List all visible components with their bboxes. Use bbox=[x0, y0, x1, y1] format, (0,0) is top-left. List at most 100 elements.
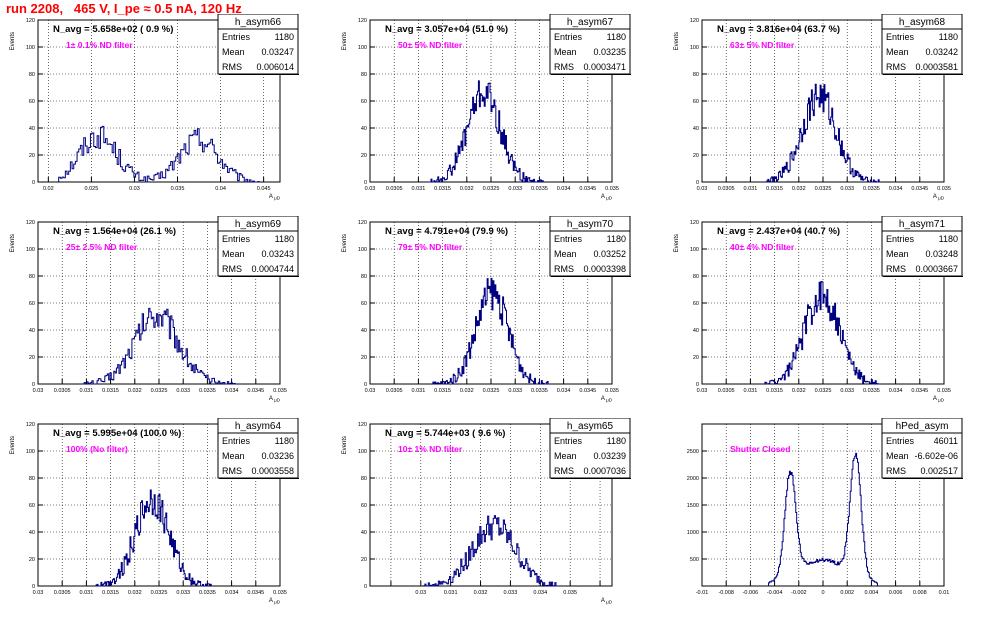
x-tick-label: 0.02 bbox=[43, 186, 54, 192]
y-tick-label: 0 bbox=[364, 382, 367, 388]
y-tick-label: 40 bbox=[29, 126, 35, 132]
n-avg-label: N_avg = 2.437e+04 (40.7 %) bbox=[717, 226, 840, 237]
x-tick-label: 0.0335 bbox=[199, 388, 216, 394]
histogram-svg: 0.03 0.0305 0.031 0.0315 0.032 0.0325 0.033 0.0… bbox=[674, 215, 963, 403]
x-axis-label: A μD bbox=[269, 598, 281, 605]
x-tick-label: -0.006 bbox=[743, 590, 759, 596]
stats-value-mean: 0.03252 bbox=[593, 249, 626, 259]
y-tick-label: 80 bbox=[361, 476, 367, 482]
n-avg-label: N_avg = 5.995e+04 (100.0 %) bbox=[53, 428, 181, 439]
x-tick-label: 0.0305 bbox=[54, 590, 71, 596]
x-tick-label: 0.0345 bbox=[247, 388, 264, 394]
stats-value-mean: 0.03247 bbox=[261, 47, 294, 57]
stats-box-shadow bbox=[883, 74, 963, 75]
x-tick-label: 0.045 bbox=[257, 186, 271, 192]
stats-box bbox=[217, 13, 299, 75]
stats-key-rms: RMS bbox=[886, 264, 906, 274]
x-tick-label: 0.008 bbox=[913, 590, 927, 596]
y-tick-label: 0 bbox=[364, 584, 367, 590]
y-axis-label: Events bbox=[10, 436, 16, 454]
x-tick-label: 0.0325 bbox=[483, 388, 500, 394]
histogram-panel-h_asym64: 0.03 0.0305 0.031 0.0315 0.032 0.0325 0.033 0.0… bbox=[0, 417, 332, 625]
x-tick-label: 0.031 bbox=[744, 388, 758, 394]
stats-key-rms: RMS bbox=[554, 466, 574, 476]
stats-key-rms: RMS bbox=[222, 62, 242, 72]
x-tick-label: 0.031 bbox=[80, 590, 94, 596]
y-tick-label: 0 bbox=[364, 180, 367, 186]
y-tick-label: 60 bbox=[29, 301, 35, 307]
x-tick-label: 0.0335 bbox=[531, 186, 548, 192]
y-tick-label: 120 bbox=[358, 422, 367, 428]
stats-box bbox=[881, 13, 963, 75]
x-tick-label: 0.033 bbox=[508, 186, 522, 192]
stats-value-entries: 46011 bbox=[934, 436, 958, 446]
stats-key-mean: Mean bbox=[222, 47, 245, 57]
stats-key-entries: Entries bbox=[222, 436, 251, 446]
run-title: run 2208, 465 V, I_pe ≈ 0.5 nA, 120 Hz bbox=[6, 1, 242, 16]
y-axis-label: Events bbox=[674, 234, 680, 252]
x-tick-label: -0.002 bbox=[791, 590, 807, 596]
x-tick-label: 0.033 bbox=[508, 388, 522, 394]
stats-key-entries: Entries bbox=[886, 436, 915, 446]
x-tick-label: 0.0305 bbox=[718, 186, 735, 192]
y-tick-label: 40 bbox=[693, 328, 699, 334]
stats-key-rms: RMS bbox=[886, 466, 906, 476]
x-tick-label: 0.0345 bbox=[911, 186, 928, 192]
x-axis-label: A μD bbox=[269, 194, 281, 201]
filter-label: 25± 2.5% ND filter bbox=[66, 242, 138, 252]
y-tick-label: 500 bbox=[690, 557, 699, 563]
x-axis-label: A μD bbox=[601, 396, 613, 403]
x-tick-label: 0.0315 bbox=[434, 388, 451, 394]
filter-label: 40± 4% ND filter bbox=[730, 242, 795, 252]
histogram-line bbox=[428, 80, 545, 183]
stats-key-mean: Mean bbox=[222, 451, 245, 461]
y-tick-label: 100 bbox=[26, 45, 35, 51]
stats-key-entries: Entries bbox=[886, 32, 915, 42]
x-tick-label: 0.033 bbox=[840, 186, 854, 192]
stats-box bbox=[549, 13, 631, 75]
x-tick-label: 0.025 bbox=[85, 186, 99, 192]
histogram-line bbox=[768, 452, 878, 586]
x-tick-label: 0.035 bbox=[605, 186, 619, 192]
n-avg-label: N_avg = 3.057e+04 (51.0 %) bbox=[385, 24, 508, 35]
histogram-panel-h_asym65: 0.03 0.031 0.032 0.033 0.034 0.035 0 20 40 60 80 10… bbox=[332, 417, 664, 625]
y-tick-label: 80 bbox=[693, 274, 699, 280]
stats-value-mean: -6.602e-06 bbox=[914, 451, 958, 461]
x-tick-label: 0.034 bbox=[889, 186, 903, 192]
x-tick-label: 0.035 bbox=[273, 590, 287, 596]
y-tick-label: 2500 bbox=[687, 449, 699, 455]
stats-key-rms: RMS bbox=[222, 264, 242, 274]
x-tick-label: 0.034 bbox=[225, 590, 239, 596]
histogram-line bbox=[81, 307, 237, 385]
x-tick-label: 0.031 bbox=[744, 186, 758, 192]
x-tick-label: 0.034 bbox=[557, 186, 571, 192]
stats-value-mean: 0.03235 bbox=[593, 47, 626, 57]
stats-value-rms: 0.0003558 bbox=[251, 466, 294, 476]
histogram-svg: 0.03 0.0305 0.031 0.0315 0.032 0.0325 0.033 0.0… bbox=[342, 13, 631, 201]
stats-value-mean: 0.03242 bbox=[925, 47, 958, 57]
y-tick-label: 0 bbox=[696, 382, 699, 388]
stats-box bbox=[217, 417, 299, 479]
x-tick-label: 0.034 bbox=[889, 388, 903, 394]
x-tick-label: 0.002 bbox=[840, 590, 854, 596]
stats-value-mean: 0.03243 bbox=[261, 249, 294, 259]
y-tick-label: 0 bbox=[32, 382, 35, 388]
y-tick-label: 60 bbox=[361, 99, 367, 105]
filter-label: 1± 0.1% ND filter bbox=[66, 40, 133, 50]
histogram-line bbox=[432, 277, 550, 385]
y-tick-label: 20 bbox=[693, 153, 699, 159]
stats-key-entries: Entries bbox=[886, 234, 915, 244]
stats-value-entries: 1180 bbox=[939, 234, 958, 244]
stats-key-rms: RMS bbox=[886, 62, 906, 72]
y-tick-label: 100 bbox=[358, 45, 367, 51]
stats-box-shadow bbox=[883, 478, 963, 479]
filter-label: 50± 5% ND filter bbox=[398, 40, 463, 50]
n-avg-label: N_avg = 5.744e+03 ( 9.6 %) bbox=[385, 428, 505, 439]
histogram-title: h_asym65 bbox=[567, 421, 614, 432]
x-tick-label: 0.0305 bbox=[386, 388, 403, 394]
y-tick-label: 20 bbox=[361, 355, 367, 361]
filter-label: 10± 1% ND filter bbox=[398, 444, 463, 454]
x-tick-label: 0.032 bbox=[128, 388, 142, 394]
histogram-line bbox=[764, 83, 882, 183]
y-tick-label: 80 bbox=[29, 476, 35, 482]
